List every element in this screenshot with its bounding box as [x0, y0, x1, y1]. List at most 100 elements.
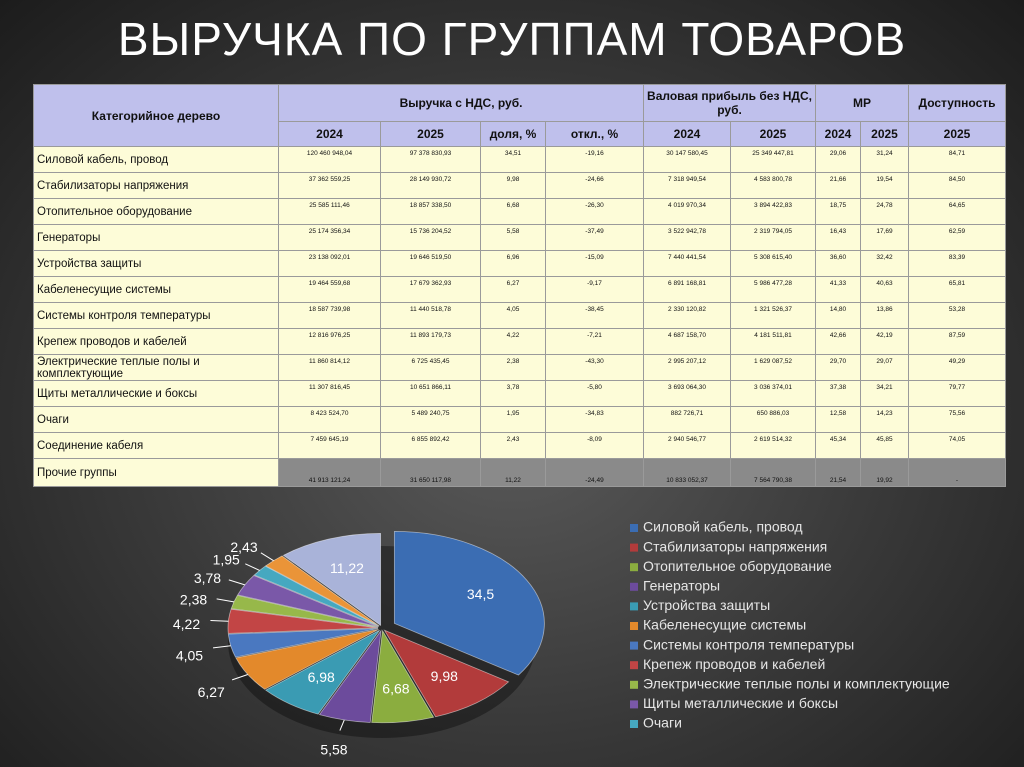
slide-title: ВЫРУЧКА ПО ГРУППАМ ТОВАРОВ [117, 13, 907, 65]
leader-line [245, 563, 260, 571]
table-body: Силовой кабель, провод 120 460 948,04 97 3… [33, 146, 1007, 487]
value-cell: -7,21 [544, 328, 645, 355]
value-cell: 4 019 970,34 [643, 198, 732, 225]
pie-slice [265, 629, 380, 715]
value-cell: 1 321 526,37 [730, 302, 817, 329]
value-cell: 29,06 [815, 146, 862, 173]
value-cell: 11 440 518,78 [380, 302, 481, 329]
table-row: Генераторы 25 174 356,34 15 736 204,52 5,58… [33, 224, 1007, 251]
category-cell: Электрические теплые полы и комплектующи… [33, 354, 279, 381]
value-cell: 87,59 [908, 328, 1007, 355]
pie-slice [383, 629, 510, 718]
leader-line [339, 719, 345, 731]
value-cell: 5 986 477,28 [730, 276, 817, 303]
pie-slice [371, 629, 435, 724]
category-cell: Щиты металлические и боксы [33, 380, 279, 407]
column-subheader: 2025 [860, 121, 910, 147]
value-cell: 4,05 [480, 302, 546, 329]
legend-label: Щиты металлические и боксы [643, 695, 838, 711]
legend-swatch [630, 524, 638, 532]
category-cell: Крепеж проводов и кабелей [33, 328, 279, 355]
value-cell: 10 651 866,11 [380, 380, 481, 407]
pie-slice [230, 594, 379, 628]
column-subheader: 2024 [278, 121, 381, 147]
column-header: Доступность [908, 84, 1007, 122]
value-cell: 25 174 356,34 [278, 224, 381, 251]
value-cell: 2 940 546,77 [643, 432, 732, 459]
value-cell: 6,96 [480, 250, 546, 277]
value-cell: -15,09 [544, 250, 645, 277]
slice-label: 9,98 [431, 668, 458, 684]
value-cell: - [908, 458, 1007, 487]
value-cell: 18,75 [815, 198, 862, 225]
header-row: 2024 2025 доля, % откл., % 2024 2025 2024 2025 2… [34, 121, 1007, 147]
value-cell: -24,49 [544, 458, 645, 487]
value-cell: -19,16 [544, 146, 645, 173]
leader-line [228, 579, 245, 586]
value-cell: 79,77 [908, 380, 1007, 407]
leader-line [210, 619, 229, 622]
pie-slice [393, 531, 545, 676]
value-cell: 6 725 435,45 [380, 354, 481, 381]
value-cell: 2 995 207,12 [643, 354, 732, 381]
value-cell: 23 138 092,01 [278, 250, 381, 277]
value-cell: 64,65 [908, 198, 1007, 225]
legend-swatch [630, 602, 638, 611]
value-cell: 45,34 [815, 432, 862, 459]
value-cell: 15 736 204,52 [380, 224, 481, 251]
value-cell: 6 855 892,42 [380, 432, 481, 459]
value-cell: 7 318 949,54 [643, 172, 732, 199]
table-row: Отопительное оборудование 25 585 111,46 18… [33, 198, 1007, 225]
value-cell: 3 036 374,01 [730, 380, 817, 407]
value-cell: -37,49 [544, 224, 645, 251]
column-header: Категорийное дерево [33, 84, 279, 147]
value-cell: 3 522 942,78 [643, 224, 732, 251]
value-cell: 65,81 [908, 276, 1007, 303]
legend-label: Генераторы [643, 578, 720, 594]
value-cell: 5 308 615,40 [730, 250, 817, 277]
legend-swatch [630, 661, 638, 670]
value-cell: 18 857 338,50 [380, 198, 481, 225]
slice-label: 4,05 [176, 647, 203, 663]
table-row: Очаги 8 423 524,70 5 489 240,75 1,95 -34,83 8… [33, 406, 1007, 433]
value-cell: 2,38 [480, 354, 546, 381]
legend-label: Устройства защиты [643, 597, 770, 613]
category-cell: Устройства защиты [33, 250, 279, 277]
value-cell: 5,58 [480, 224, 546, 251]
value-cell: -43,30 [544, 354, 645, 381]
value-cell: 42,19 [860, 328, 910, 355]
column-header: МР [815, 84, 910, 122]
value-cell: 31,24 [860, 146, 910, 173]
value-cell: -34,83 [544, 406, 645, 433]
value-cell: 7 564 790,38 [730, 458, 817, 487]
value-cell: 25 349 447,81 [730, 146, 817, 173]
value-cell: 14,23 [860, 406, 910, 433]
revenue-table: Категорийное дерево Выручка с НДС, руб. Ва… [33, 84, 1007, 487]
value-cell: 4,22 [480, 328, 546, 355]
value-cell: 29,07 [860, 354, 910, 381]
category-cell: Отопительное оборудование [33, 198, 279, 225]
value-cell: 19,54 [860, 172, 910, 199]
value-cell: 4 181 511,81 [730, 328, 817, 355]
pie-slice [282, 532, 382, 627]
value-cell: 41 913 121,24 [278, 458, 381, 487]
value-cell: -8,09 [544, 432, 645, 459]
value-cell: 13,86 [860, 302, 910, 329]
value-cell: 34,21 [860, 380, 910, 407]
legend-swatch [630, 622, 638, 630]
legend-swatch [630, 700, 638, 709]
table-row: Щиты металлические и боксы 11 307 816,45 1… [33, 380, 1007, 407]
pie-slice [237, 575, 379, 628]
value-cell: 11 893 179,73 [380, 328, 481, 355]
value-cell: 4 687 158,70 [643, 328, 732, 355]
table-row: Устройства защиты 23 138 092,01 19 646 519… [33, 250, 1007, 277]
leader-line [231, 674, 248, 681]
slice-label: 6,68 [382, 681, 409, 697]
value-cell: 17 679 362,93 [380, 276, 481, 303]
table-row: Силовой кабель, провод 120 460 948,04 97 3… [33, 146, 1007, 173]
legend-swatch [630, 563, 638, 572]
legend-swatch [630, 720, 638, 728]
value-cell: 74,05 [908, 432, 1007, 459]
pie-slice [253, 565, 380, 627]
category-cell: Кабеленесущие системы [33, 276, 279, 303]
